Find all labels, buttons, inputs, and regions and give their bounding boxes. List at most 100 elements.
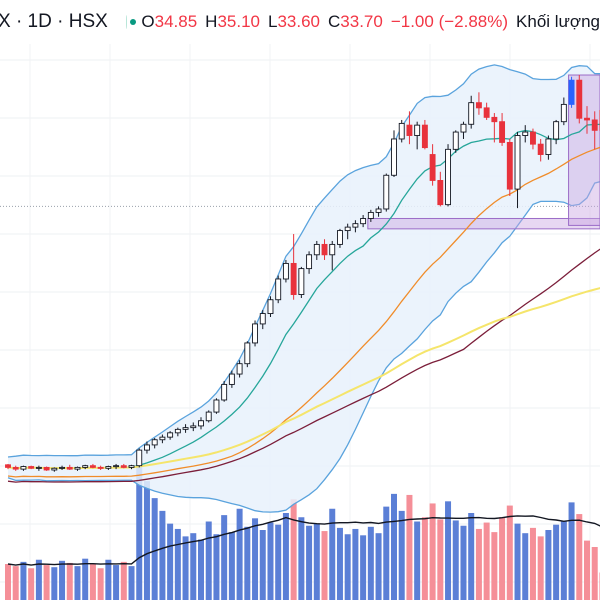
volume-bar xyxy=(429,503,436,600)
volume-bar xyxy=(452,520,459,600)
candle-body xyxy=(499,121,506,143)
candle-body xyxy=(337,230,343,245)
volume-bar xyxy=(321,531,328,600)
candle-body xyxy=(5,464,11,468)
candle-body xyxy=(391,138,397,176)
chart-header: X · 1D · HSX O 34.85 H 35.10 L 33.60 C 33.70… xyxy=(0,0,600,44)
candle-body xyxy=(74,466,81,470)
volume-bar xyxy=(290,499,297,600)
volume-bar xyxy=(20,561,27,600)
volume-bar xyxy=(475,528,482,600)
candle-body xyxy=(221,383,228,401)
volume-bar xyxy=(306,525,313,600)
volume-bar xyxy=(336,527,343,600)
volume-bar xyxy=(591,547,598,600)
volume-bar xyxy=(522,533,529,600)
volume-bar xyxy=(514,523,521,600)
volume-label: Khối lượng xyxy=(516,12,600,31)
candle-body xyxy=(522,131,529,136)
candle-body xyxy=(437,180,444,206)
volume-bar xyxy=(205,521,212,600)
candle-body xyxy=(460,123,467,133)
symbol-interval[interactable]: X · 1D · HSX xyxy=(0,11,108,32)
candle-body xyxy=(560,103,567,123)
volume-bar xyxy=(143,481,150,600)
candle-body xyxy=(20,466,27,470)
volume-bar xyxy=(329,508,336,600)
candle-body xyxy=(43,466,50,471)
volume-bar xyxy=(506,505,513,600)
volume-bar xyxy=(483,522,490,600)
volume-bar xyxy=(51,567,58,600)
volume-bar xyxy=(213,534,220,600)
volume-bar xyxy=(576,514,583,600)
volume-bar xyxy=(43,565,50,600)
candle-body xyxy=(568,79,575,105)
volume-bar xyxy=(267,522,274,600)
candle-body xyxy=(313,243,320,256)
volume-bar xyxy=(12,566,19,600)
volume-bar xyxy=(182,536,189,600)
volume-bar xyxy=(236,508,243,600)
volume-bar xyxy=(437,519,444,600)
volume-bar xyxy=(553,524,560,600)
candle-body xyxy=(468,102,475,125)
candle-body xyxy=(259,313,266,325)
candle-body xyxy=(329,243,336,256)
volume-bar xyxy=(167,523,174,600)
candle-body xyxy=(584,117,590,121)
candle-body xyxy=(105,466,112,469)
volume-bar xyxy=(252,518,259,600)
market-status-icon xyxy=(125,15,134,29)
high-value: 35.10 xyxy=(217,12,260,31)
candle-body xyxy=(530,131,536,145)
volume-bar xyxy=(445,501,452,600)
candle-body xyxy=(190,425,197,429)
candle-body xyxy=(174,428,181,434)
candle-body xyxy=(205,411,212,422)
volume-bar xyxy=(28,568,35,600)
candle-body xyxy=(406,124,413,136)
candle-body xyxy=(167,432,174,438)
low-value: 33.60 xyxy=(277,12,320,31)
volume-bar xyxy=(352,528,359,600)
open-value: 34.85 xyxy=(154,12,198,31)
volume-bar xyxy=(545,530,552,600)
candle-body xyxy=(151,439,158,446)
volume-bar xyxy=(221,515,228,600)
candle-body xyxy=(375,208,382,213)
candle-body xyxy=(113,465,120,468)
candle-body xyxy=(514,135,521,190)
candle-body xyxy=(445,148,451,206)
volume-bar xyxy=(560,521,567,600)
volume-bar xyxy=(414,521,421,600)
ma-orange-line xyxy=(7,146,600,478)
candle-body xyxy=(537,143,544,155)
candle-body xyxy=(367,211,374,219)
close-label: C xyxy=(328,12,341,31)
candle-body xyxy=(159,436,166,441)
volume-bar xyxy=(198,539,204,600)
candle-body xyxy=(360,218,367,225)
candle-body xyxy=(414,124,421,136)
candle-body xyxy=(59,466,65,469)
candle-body xyxy=(120,465,127,468)
close-value: 33.70 xyxy=(340,12,383,31)
candle-body xyxy=(182,427,189,430)
candle-body xyxy=(267,299,274,315)
volume-bar xyxy=(391,493,397,600)
volume-bar xyxy=(398,510,405,600)
volume-bar xyxy=(275,524,282,600)
volume-bar xyxy=(259,530,266,600)
high-label: H xyxy=(205,12,218,31)
volume-bar xyxy=(120,561,127,600)
candle-body xyxy=(198,420,204,427)
volume-bar xyxy=(174,528,181,600)
volume-bar xyxy=(35,559,42,600)
low-label: L xyxy=(267,12,278,31)
open-label: O xyxy=(141,12,155,31)
volume-bar xyxy=(159,510,166,600)
candle-body xyxy=(236,363,243,375)
volume-bar xyxy=(406,494,413,600)
